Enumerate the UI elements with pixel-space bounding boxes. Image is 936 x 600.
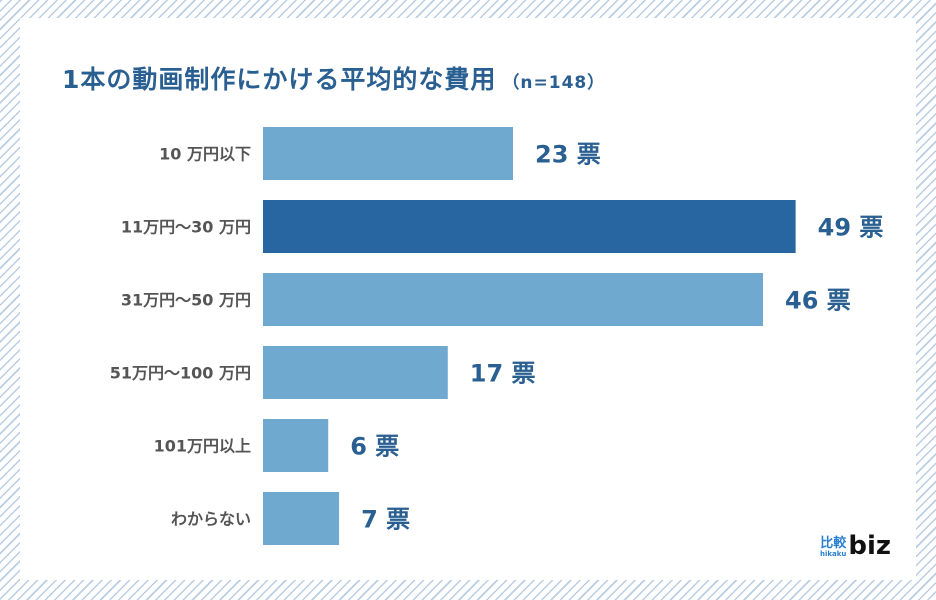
value-label: 46 票 bbox=[785, 287, 851, 315]
value-label: 49 票 bbox=[818, 214, 884, 242]
logo-romaji: hikaku bbox=[820, 550, 847, 558]
category-label: 101万円以上 bbox=[154, 437, 251, 456]
value-label: 7 票 bbox=[361, 506, 410, 534]
category-label: 31万円〜50 万円 bbox=[121, 291, 251, 310]
sample-size: （n=148） bbox=[502, 73, 606, 93]
hikaku-biz-logo: 比較 hikaku biz bbox=[820, 531, 892, 561]
title-text: 1本の動画制作にかける平均的な費用 bbox=[62, 65, 497, 94]
category-label: 11万円〜30 万円 bbox=[121, 218, 251, 237]
bar bbox=[263, 346, 448, 399]
logo-brand: biz bbox=[848, 531, 892, 561]
logo-jp: 比較 bbox=[820, 536, 847, 551]
value-label: 17 票 bbox=[470, 360, 536, 388]
category-label: 10 万円以下 bbox=[159, 145, 251, 164]
category-label: わからない bbox=[171, 510, 251, 529]
bar bbox=[263, 419, 329, 472]
bar bbox=[263, 492, 340, 545]
bar bbox=[263, 200, 796, 253]
bar bbox=[263, 127, 514, 180]
chart-title: 1本の動画制作にかける平均的な費用 （n=148） bbox=[62, 60, 605, 96]
value-label: 23 票 bbox=[535, 141, 601, 169]
category-label: 51万円〜100 万円 bbox=[110, 364, 251, 383]
bar bbox=[263, 273, 764, 326]
value-label: 6 票 bbox=[350, 433, 399, 461]
